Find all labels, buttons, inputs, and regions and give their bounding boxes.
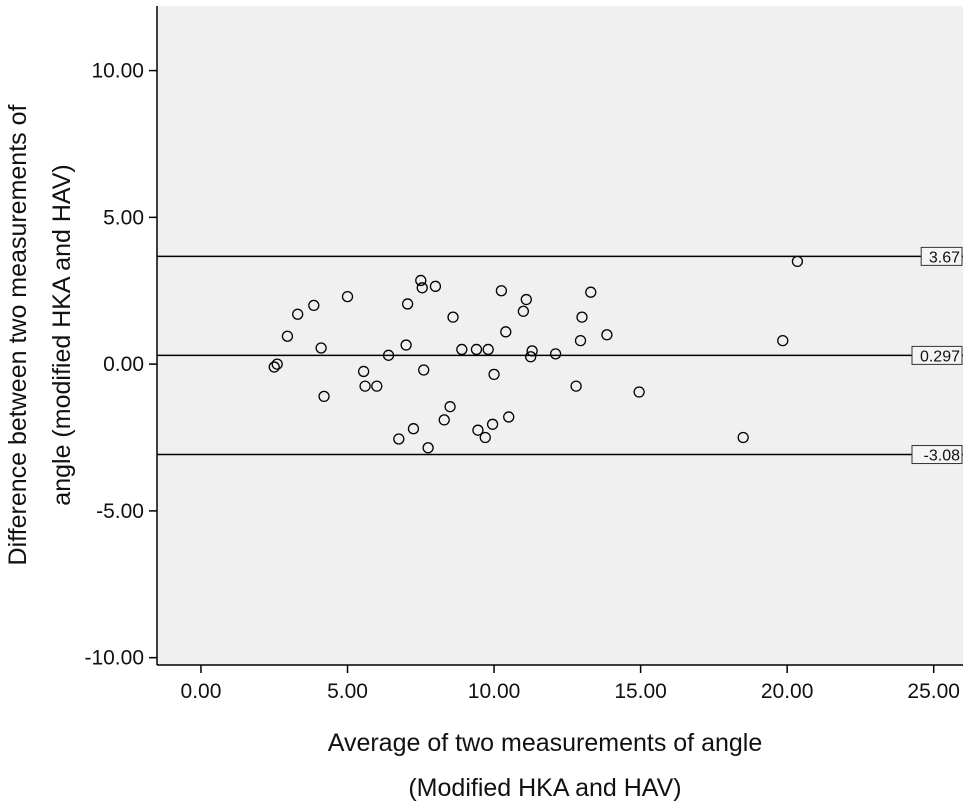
data-point [525, 351, 537, 363]
data-point [416, 282, 428, 294]
data-point [601, 329, 613, 341]
data-point [444, 401, 456, 413]
reference-line-label-box [920, 246, 963, 266]
data-point [393, 433, 405, 445]
reference-line-label: 0.297 [920, 348, 960, 365]
data-point [526, 345, 538, 357]
data-point [359, 380, 371, 392]
data-point [570, 380, 582, 392]
x-tick-label: 5.00 [327, 680, 368, 703]
data-point [585, 286, 597, 298]
data-points [268, 255, 804, 454]
data-point [456, 343, 468, 356]
data-point [633, 386, 645, 398]
data-point [281, 330, 294, 342]
x-tick-label: 25.00 [907, 680, 960, 703]
data-point [470, 343, 483, 356]
data-point [401, 298, 414, 310]
x-tick-label: 0.00 [181, 680, 222, 703]
reference-line-label-box [911, 345, 963, 365]
data-point [415, 274, 427, 287]
data-point [549, 348, 562, 360]
data-point [308, 299, 320, 312]
y-axis-title-line1: Difference between two measurements of [4, 105, 32, 566]
x-axis-title-line1: Average of two measurements of angle [328, 729, 763, 757]
data-point [371, 380, 383, 392]
plot-area [157, 6, 963, 665]
data-point [400, 339, 412, 351]
data-point [791, 255, 804, 268]
data-point [574, 334, 587, 347]
data-point [482, 343, 494, 356]
reference-line-label: 3.67 [929, 249, 960, 266]
y-tick-label: 0.00 [103, 353, 144, 376]
data-point [737, 431, 749, 444]
x-axis-ticks: 0.00 5.00 10.00 15.00 20.00 25.00 [181, 665, 960, 703]
data-point [447, 311, 459, 323]
x-axis-title-line2: (Modified HKA and HAV) [408, 774, 681, 802]
x-tick-label: 15.00 [614, 680, 667, 703]
data-point [488, 368, 500, 381]
data-point [318, 390, 330, 403]
data-point [429, 280, 442, 292]
data-point [517, 305, 530, 317]
y-axis-ticks: 10.00 5.00 0.00 -5.00 -10.00 [84, 60, 157, 670]
data-point [271, 358, 283, 370]
data-point [418, 364, 430, 376]
data-point [422, 442, 434, 454]
data-point [777, 334, 789, 347]
reference-line-label: -3.08 [924, 448, 961, 465]
data-point [438, 414, 450, 426]
x-tick-label: 20.00 [761, 680, 814, 703]
data-point [382, 349, 395, 361]
data-point [520, 293, 532, 306]
data-point [576, 311, 588, 323]
y-tick-label: -5.00 [96, 500, 144, 523]
data-point [357, 365, 370, 378]
y-tick-label: 10.00 [91, 60, 144, 83]
data-point [479, 431, 491, 444]
data-point [500, 326, 512, 338]
data-point [292, 308, 304, 320]
data-point [268, 361, 280, 373]
x-tick-label: 10.00 [468, 680, 521, 703]
data-point [503, 411, 515, 423]
data-point [472, 424, 484, 436]
data-point [315, 342, 327, 354]
y-tick-label: -10.00 [84, 647, 144, 670]
data-point [407, 423, 420, 435]
data-point [486, 418, 499, 430]
reference-line-label-box [911, 445, 963, 465]
y-tick-label: 5.00 [103, 206, 144, 229]
data-point [341, 290, 354, 303]
data-point [495, 285, 508, 297]
y-axis-title-line2: angle (modified HKA and HAV) [48, 164, 76, 505]
